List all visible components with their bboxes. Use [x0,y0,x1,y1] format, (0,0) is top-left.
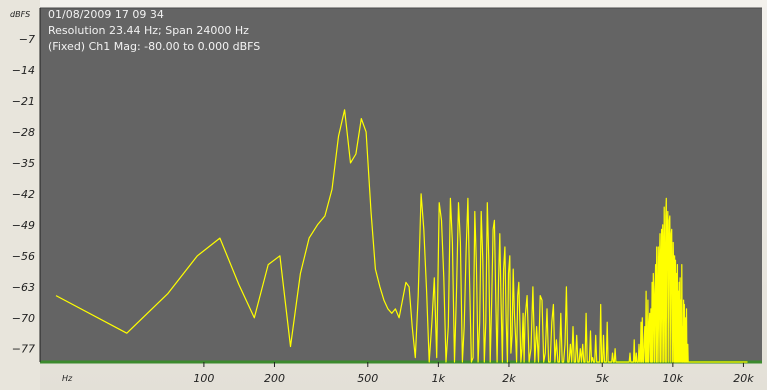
range-text: (Fixed) Ch1 Mag: -80.00 to 0.000 dBFS [48,40,260,53]
timestamp-text: 01/08/2009 17 09 34 [48,8,164,21]
x-tick-label: 10k [663,372,684,385]
y-axis-ticks: −7 −14 −21 −28 −35 −42 −49 −56 −63 −70 −77 [12,33,35,356]
plot-area[interactable] [40,8,762,362]
y-tick-label: −77 [12,343,35,356]
spectrum-trace [55,109,748,363]
y-tick-label: −7 [19,33,35,46]
y-tick-label: −42 [12,188,35,201]
y-tick-label: −35 [12,157,35,170]
y-tick-label: −63 [12,281,35,294]
y-tick-label: −14 [12,64,35,77]
x-tick-label: 1k [432,372,446,385]
y-axis-panel [0,0,40,390]
x-tick-label: 2k [502,372,516,385]
x-tick-label: 100 [193,372,214,385]
x-axis-ticks: 100 200 500 1k 2k 5k 10k 20k [193,362,754,385]
x-tick-label: 5k [596,372,610,385]
x-tick-label: 200 [264,372,285,385]
resolution-text: Resolution 23.44 Hz; Span 24000 Hz [48,24,249,37]
y-tick-label: −21 [12,95,35,108]
x-tick-label: 500 [357,372,378,385]
y-tick-label: −49 [12,219,35,232]
y-unit-label: dBFS [10,10,30,19]
x-tick-label: 20k [733,372,754,385]
y-tick-label: −70 [12,312,35,325]
y-tick-label: −56 [12,250,35,263]
x-unit-label: Hz [62,374,73,383]
y-tick-label: −28 [12,126,35,139]
